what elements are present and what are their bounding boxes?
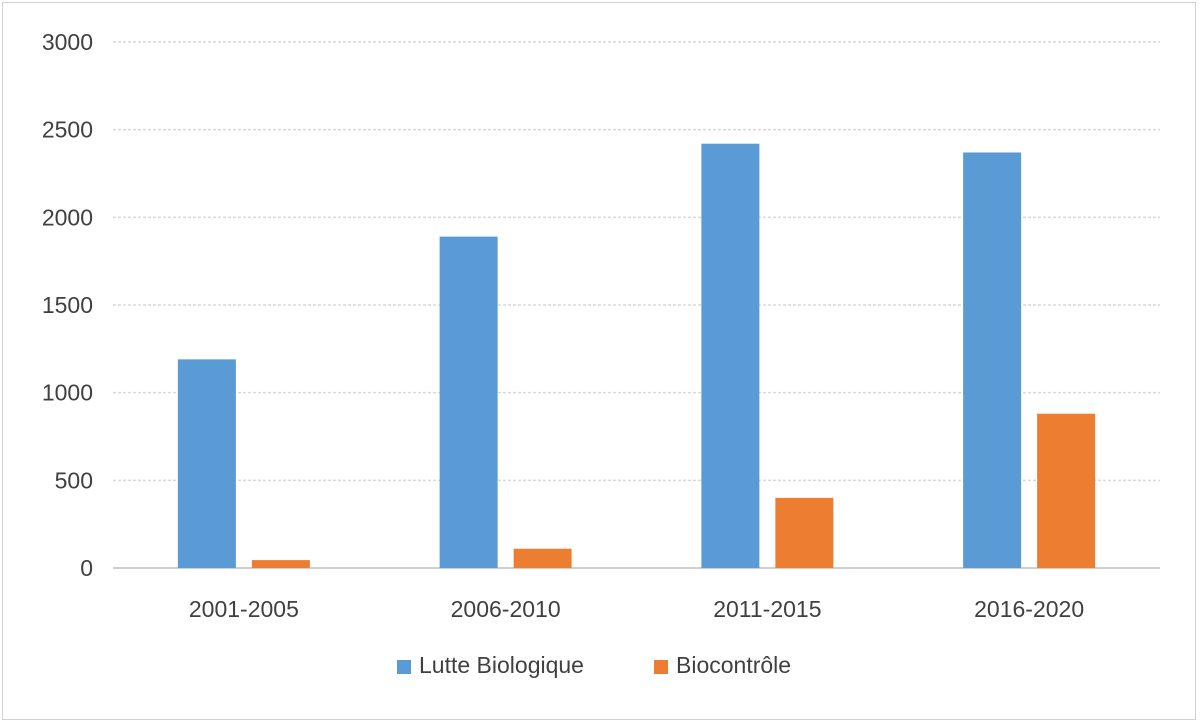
legend-swatch [397,660,411,674]
y-axis-ticks: 0 500 1000 1500 2000 2500 3000 [42,29,93,581]
bar-lutte-biologique [439,236,498,568]
legend: Lutte Biologique Biocontrôle [397,652,791,678]
x-tick-label: 2001-2005 [189,596,299,622]
x-tick-label: 2011-2015 [713,596,821,622]
y-tick-label: 500 [55,467,93,493]
x-axis-ticks: 2001-2005 2006-2010 2011-2015 2016-2020 [189,596,1084,622]
y-tick-label: 0 [80,555,93,581]
bar-biocontrole [251,560,310,568]
y-tick-label: 2500 [42,117,93,143]
y-tick-label: 1500 [42,292,93,318]
y-tick-label: 1000 [42,380,93,406]
bar-lutte-biologique [177,359,236,568]
bar-chart: 0 500 1000 1500 2000 2500 3000 2001-2005 2006-2… [42,29,1160,678]
bar-biocontrole [775,497,834,568]
bars [177,143,1096,568]
y-tick-label: 3000 [42,29,93,55]
legend-label: Biocontrôle [676,652,791,678]
bar-lutte-biologique [701,143,760,568]
x-tick-label: 2006-2010 [451,596,561,622]
bar-biocontrole [513,548,572,568]
legend-swatch [654,660,668,674]
legend-label: Lutte Biologique [419,652,584,678]
bar-biocontrole [1037,413,1096,568]
y-tick-label: 2000 [42,204,93,230]
bar-lutte-biologique [963,152,1022,568]
x-tick-label: 2016-2020 [974,596,1084,622]
